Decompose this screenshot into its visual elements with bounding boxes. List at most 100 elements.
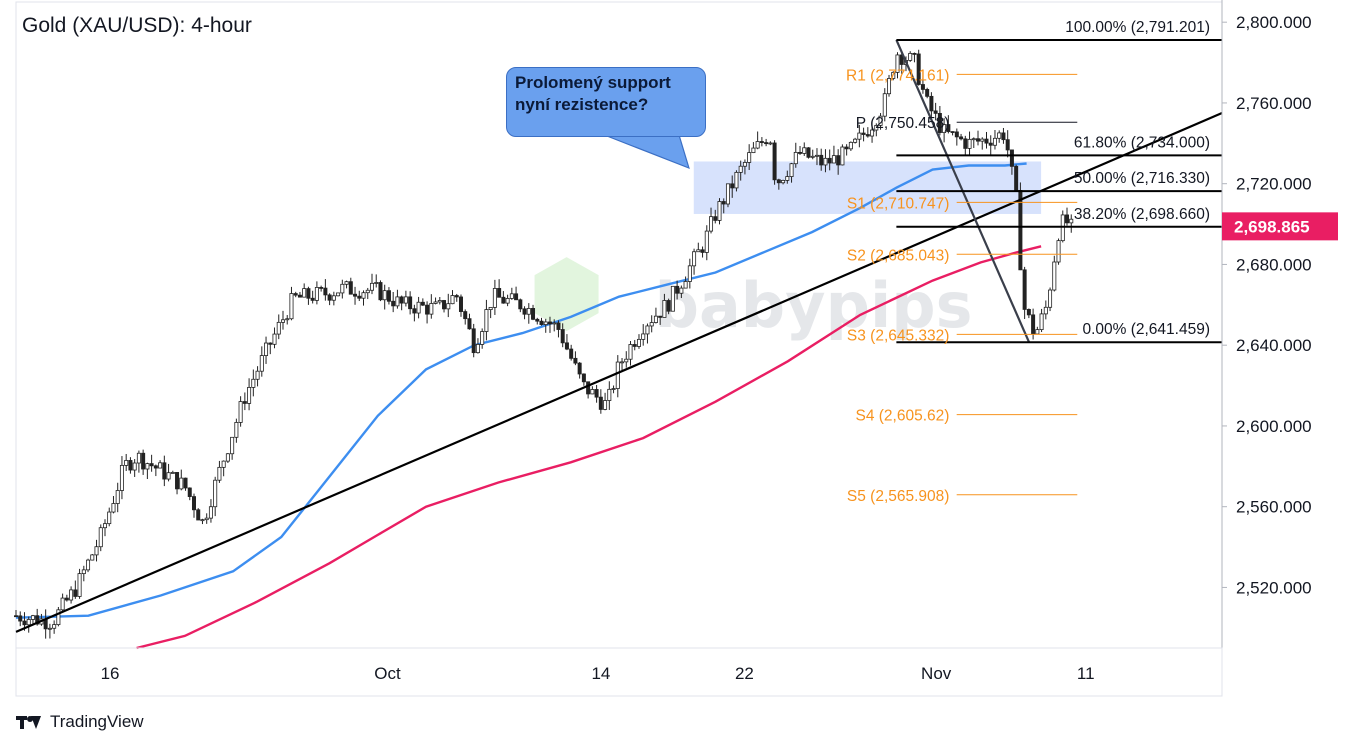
candle-body bbox=[327, 294, 332, 301]
candle-body bbox=[255, 370, 260, 380]
candle-body bbox=[289, 293, 294, 320]
candle-body bbox=[221, 460, 226, 468]
candle-body bbox=[132, 462, 137, 471]
candle-body bbox=[950, 131, 955, 133]
candle-body bbox=[488, 306, 493, 310]
watermark: babypips bbox=[534, 257, 973, 342]
candle-body bbox=[170, 472, 175, 474]
candle-body bbox=[1009, 149, 1014, 167]
candle-body bbox=[47, 627, 52, 630]
candle-body bbox=[111, 503, 116, 513]
candle-body bbox=[535, 318, 540, 322]
x-tick-label: 11 bbox=[1077, 664, 1095, 683]
moving-averages bbox=[15, 162, 1042, 650]
candle-body bbox=[505, 298, 510, 304]
candle-body bbox=[234, 422, 239, 438]
candle-body bbox=[1039, 313, 1044, 330]
tradingview-footer[interactable]: TradingView bbox=[16, 712, 144, 732]
candle-body bbox=[162, 462, 167, 480]
candle-body bbox=[1065, 214, 1070, 224]
candle-body bbox=[1035, 329, 1040, 335]
candle-body bbox=[717, 201, 722, 221]
candle-body bbox=[577, 362, 582, 375]
candle-body bbox=[713, 216, 718, 221]
candle-body bbox=[725, 183, 730, 205]
candle-body bbox=[60, 597, 65, 611]
candle-body bbox=[467, 318, 472, 330]
tradingview-brand: TradingView bbox=[50, 712, 144, 731]
x-tick-label: 14 bbox=[591, 664, 610, 683]
candle-body bbox=[204, 517, 209, 521]
candle-body bbox=[217, 466, 222, 481]
candle-body bbox=[378, 282, 383, 301]
candle-body bbox=[403, 296, 408, 304]
candle-body bbox=[128, 460, 133, 471]
candle-body bbox=[653, 315, 658, 323]
candle-body bbox=[611, 388, 616, 390]
candle-body bbox=[77, 573, 82, 597]
candle-body bbox=[136, 452, 141, 464]
candle-body bbox=[361, 292, 366, 299]
candle-body bbox=[810, 155, 815, 158]
candle-body bbox=[145, 463, 150, 470]
candle-body bbox=[69, 589, 74, 601]
candle-body bbox=[1048, 289, 1053, 308]
candle-body bbox=[802, 147, 807, 154]
candle-body bbox=[268, 342, 273, 345]
drawn-lines bbox=[15, 38, 1223, 633]
candle-body bbox=[636, 338, 641, 347]
candle-body bbox=[81, 569, 86, 575]
candle-body bbox=[492, 288, 497, 308]
candle-body bbox=[484, 309, 489, 332]
candle-body bbox=[86, 559, 91, 571]
candle-body bbox=[700, 249, 705, 253]
x-axis-band bbox=[15, 647, 1223, 697]
x-tick-label: Nov bbox=[921, 664, 952, 683]
candle-body bbox=[929, 95, 934, 112]
candle-body bbox=[967, 138, 972, 149]
candle-body bbox=[518, 299, 523, 310]
candle-body bbox=[764, 142, 769, 145]
y-tick-label: 2,800.000 bbox=[1236, 13, 1312, 32]
candle-body bbox=[425, 304, 430, 315]
candle-body bbox=[1031, 314, 1036, 335]
candle-body bbox=[442, 300, 447, 310]
candle-body bbox=[899, 54, 904, 65]
candle-body bbox=[306, 288, 311, 299]
candle-body bbox=[230, 436, 235, 455]
candle-body bbox=[670, 285, 675, 312]
current-price-badge bbox=[1222, 212, 1338, 241]
candle-body bbox=[437, 300, 442, 303]
candle-body bbox=[200, 519, 205, 522]
candle-body bbox=[73, 589, 78, 597]
candle-body bbox=[310, 297, 315, 301]
candle-body bbox=[738, 165, 743, 173]
candle-body bbox=[13, 615, 18, 618]
candle-body bbox=[336, 292, 341, 297]
pivot-level-label: S5 (2,565.908) bbox=[847, 488, 950, 505]
candle-body bbox=[408, 296, 413, 310]
candle-body bbox=[179, 477, 184, 490]
candle-body bbox=[1005, 139, 1010, 151]
candle-body bbox=[98, 527, 103, 548]
candle-body bbox=[314, 287, 319, 301]
candle-body bbox=[501, 296, 506, 304]
candle-body bbox=[848, 141, 853, 150]
candle-body bbox=[709, 216, 714, 232]
tradingview-logo-icon bbox=[16, 714, 42, 730]
candle-body bbox=[395, 296, 400, 307]
candle-body bbox=[90, 554, 95, 561]
candle-body bbox=[687, 265, 692, 282]
ascending-trendline bbox=[15, 112, 1223, 633]
candle-body bbox=[433, 301, 438, 304]
candle-body bbox=[747, 152, 752, 163]
candle-body bbox=[463, 311, 468, 320]
candle-body bbox=[531, 308, 536, 320]
candle-body bbox=[844, 146, 849, 150]
y-tick-label: 2,600.000 bbox=[1236, 417, 1312, 436]
candle-body bbox=[806, 147, 811, 158]
candle-body bbox=[259, 355, 264, 372]
current-price-label: 2,698.865 bbox=[1234, 217, 1310, 236]
candle-body bbox=[908, 52, 913, 61]
candle-body bbox=[331, 295, 336, 301]
